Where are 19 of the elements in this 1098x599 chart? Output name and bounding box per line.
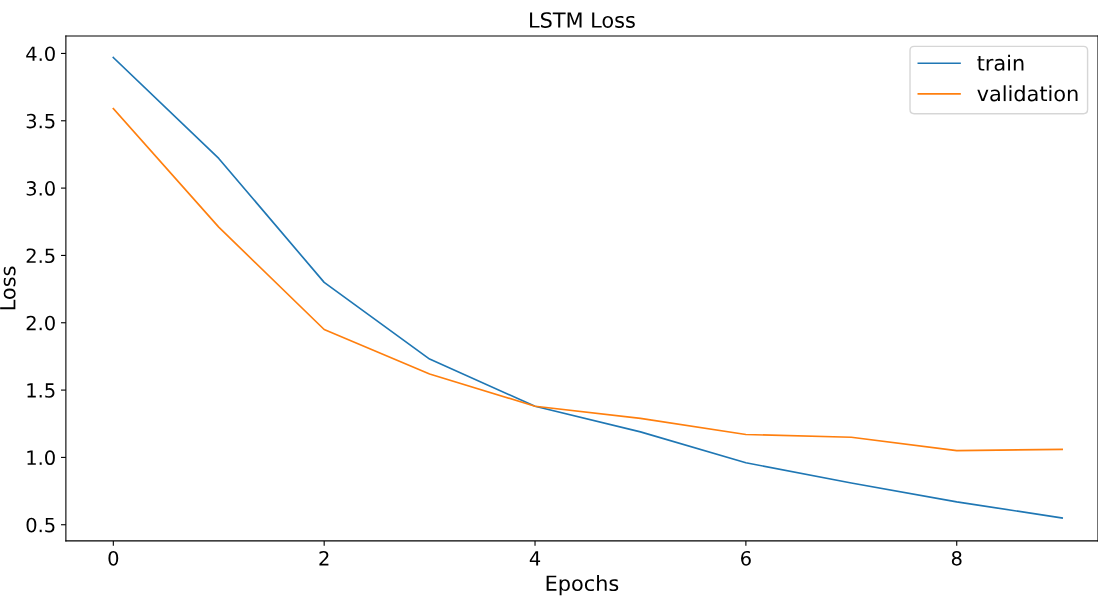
x-tick-label: 6	[741, 550, 751, 566]
chart-title: LSTM Loss	[530, 12, 635, 28]
y-axis-title: Loss	[0, 266, 16, 310]
x-tick-label: 4	[529, 551, 541, 566]
x-tick-label: 2	[319, 550, 329, 566]
legend-label: train	[977, 54, 1024, 71]
y-tick-label: 1.0	[27, 450, 55, 466]
x-axis-title: Epochs	[546, 574, 619, 596]
line-series	[112, 107, 1063, 452]
legend-label: validation	[977, 85, 1078, 102]
x-tick-label: 0	[108, 550, 119, 566]
y-tick-label: 3.5	[26, 113, 55, 129]
y-tick-label: 0.5	[26, 517, 55, 533]
y-tick-label: 4.0	[26, 46, 55, 62]
y-tick-label: 3.0	[26, 181, 55, 196]
y-tick-label: 1.5	[27, 383, 55, 398]
x-tick-label: 8	[951, 550, 962, 566]
y-tick-label: 2.0	[26, 315, 55, 331]
y-tick-label: 2.5	[26, 248, 55, 264]
